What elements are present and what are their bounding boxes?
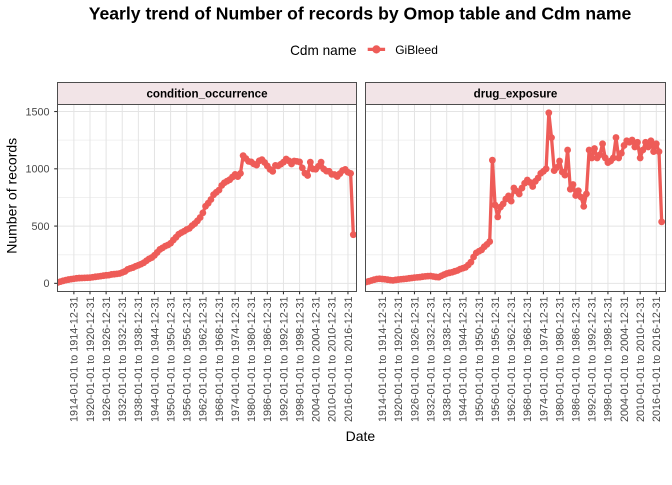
svg-text:condition_occurrence: condition_occurrence xyxy=(146,87,268,100)
svg-text:500: 500 xyxy=(31,221,49,233)
svg-text:drug_exposure: drug_exposure xyxy=(474,87,558,100)
svg-text:1938-01-01 to 1938-12-31: 1938-01-01 to 1938-12-31 xyxy=(442,297,454,422)
svg-text:1926-01-01 to 1926-12-31: 1926-01-01 to 1926-12-31 xyxy=(101,297,113,422)
svg-text:1956-01-01 to 1956-12-31: 1956-01-01 to 1956-12-31 xyxy=(182,297,194,422)
svg-text:Number of records: Number of records xyxy=(3,138,19,254)
svg-text:2010-01-01 to 2010-12-31: 2010-01-01 to 2010-12-31 xyxy=(327,297,339,422)
svg-text:1980-01-01 to 1980-12-31: 1980-01-01 to 1980-12-31 xyxy=(554,297,566,422)
svg-text:1962-01-01 to 1962-12-31: 1962-01-01 to 1962-12-31 xyxy=(198,297,210,422)
svg-text:1974-01-01 to 1974-12-31: 1974-01-01 to 1974-12-31 xyxy=(230,297,242,422)
svg-text:1974-01-01 to 1974-12-31: 1974-01-01 to 1974-12-31 xyxy=(538,297,550,422)
svg-text:1920-01-01 to 1920-12-31: 1920-01-01 to 1920-12-31 xyxy=(393,297,405,422)
svg-text:1998-01-01 to 1998-12-31: 1998-01-01 to 1998-12-31 xyxy=(294,297,306,422)
svg-text:1968-01-01 to 1968-12-31: 1968-01-01 to 1968-12-31 xyxy=(522,297,534,422)
svg-text:Date: Date xyxy=(346,428,376,444)
svg-text:2016-01-01 to 2016-12-31: 2016-01-01 to 2016-12-31 xyxy=(343,297,355,422)
svg-text:GiBleed: GiBleed xyxy=(395,43,438,57)
svg-text:Cdm name: Cdm name xyxy=(290,43,356,58)
svg-text:1926-01-01 to 1926-12-31: 1926-01-01 to 1926-12-31 xyxy=(409,297,421,422)
svg-text:1500: 1500 xyxy=(25,106,49,118)
svg-text:1950-01-01 to 1950-12-31: 1950-01-01 to 1950-12-31 xyxy=(474,297,486,422)
svg-text:1944-01-01 to 1944-12-31: 1944-01-01 to 1944-12-31 xyxy=(458,297,470,422)
svg-text:1932-01-01 to 1932-12-31: 1932-01-01 to 1932-12-31 xyxy=(117,297,129,422)
svg-text:2016-01-01 to 2016-12-31: 2016-01-01 to 2016-12-31 xyxy=(651,297,663,422)
svg-text:1920-01-01 to 1920-12-31: 1920-01-01 to 1920-12-31 xyxy=(85,297,97,422)
svg-text:1950-01-01 to 1950-12-31: 1950-01-01 to 1950-12-31 xyxy=(165,297,177,422)
svg-text:2004-01-01 to 2004-12-31: 2004-01-01 to 2004-12-31 xyxy=(311,297,323,422)
svg-text:1956-01-01 to 1956-12-31: 1956-01-01 to 1956-12-31 xyxy=(490,297,502,422)
svg-text:1992-01-01 to 1992-12-31: 1992-01-01 to 1992-12-31 xyxy=(587,297,599,422)
svg-text:2004-01-01 to 2004-12-31: 2004-01-01 to 2004-12-31 xyxy=(619,297,631,422)
svg-text:1914-01-01 to 1914-12-31: 1914-01-01 to 1914-12-31 xyxy=(69,297,81,422)
svg-text:1986-01-01 to 1986-12-31: 1986-01-01 to 1986-12-31 xyxy=(262,297,274,422)
svg-text:1938-01-01 to 1938-12-31: 1938-01-01 to 1938-12-31 xyxy=(133,297,145,422)
svg-text:1962-01-01 to 1962-12-31: 1962-01-01 to 1962-12-31 xyxy=(506,297,518,422)
svg-text:1968-01-01 to 1968-12-31: 1968-01-01 to 1968-12-31 xyxy=(214,297,226,422)
svg-text:Yearly trend of Number of reco: Yearly trend of Number of records by Omo… xyxy=(89,4,632,24)
svg-text:1986-01-01 to 1986-12-31: 1986-01-01 to 1986-12-31 xyxy=(570,297,582,422)
svg-text:1932-01-01 to 1932-12-31: 1932-01-01 to 1932-12-31 xyxy=(425,297,437,422)
svg-text:2010-01-01 to 2010-12-31: 2010-01-01 to 2010-12-31 xyxy=(635,297,647,422)
svg-text:1980-01-01 to 1980-12-31: 1980-01-01 to 1980-12-31 xyxy=(246,297,258,422)
svg-text:1914-01-01 to 1914-12-31: 1914-01-01 to 1914-12-31 xyxy=(377,297,389,422)
svg-text:1998-01-01 to 1998-12-31: 1998-01-01 to 1998-12-31 xyxy=(603,297,615,422)
svg-text:0: 0 xyxy=(43,278,49,290)
svg-text:1992-01-01 to 1992-12-31: 1992-01-01 to 1992-12-31 xyxy=(278,297,290,422)
svg-text:1000: 1000 xyxy=(25,164,49,176)
svg-text:1944-01-01 to 1944-12-31: 1944-01-01 to 1944-12-31 xyxy=(149,297,161,422)
